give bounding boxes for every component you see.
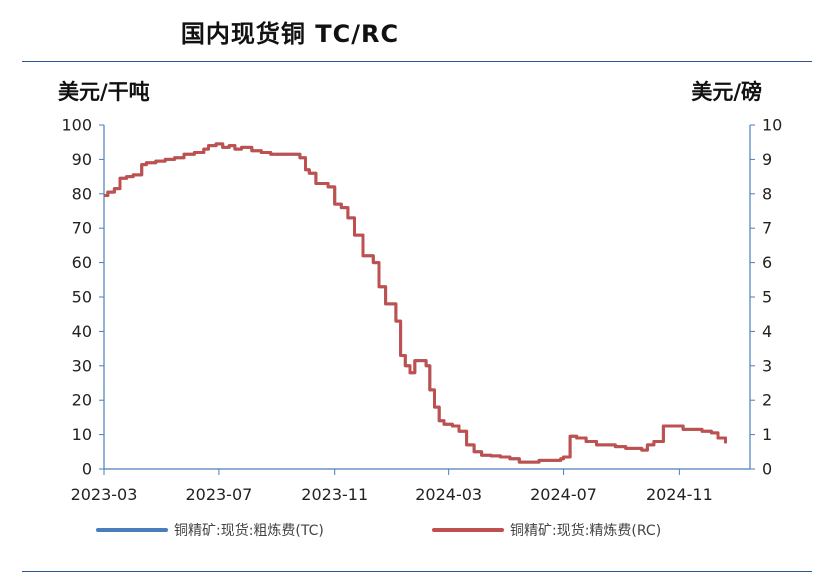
- legend-item-tc: 铜精矿:现货:粗炼费(TC): [96, 520, 324, 540]
- right-y-tick-label: 5: [762, 288, 772, 307]
- left-y-tick-label: 100: [61, 116, 92, 135]
- left-y-tick-label: 80: [72, 184, 92, 203]
- legend: 铜精矿:现货:粗炼费(TC) 铜精矿:现货:精炼费(RC): [0, 520, 830, 550]
- legend-item-rc: 铜精矿:现货:精炼费(RC): [432, 520, 661, 540]
- left-y-tick-label: 70: [72, 219, 92, 238]
- right-y-tick-label: 7: [762, 219, 772, 238]
- legend-swatch-tc: [96, 528, 168, 532]
- left-y-tick-label: 20: [72, 391, 92, 410]
- x-tick-label: 2023-07: [185, 485, 252, 504]
- x-tick-label: 2023-11: [301, 485, 368, 504]
- right-axis-unit: 美元/磅: [691, 80, 762, 104]
- right-y-tick-label: 8: [762, 184, 772, 203]
- right-y-tick-label: 10: [762, 116, 782, 135]
- right-y-tick-label: 1: [762, 425, 772, 444]
- legend-label-rc: 铜精矿:现货:精炼费(RC): [510, 523, 662, 539]
- left-y-tick-label: 30: [72, 356, 92, 375]
- right-y-tick-label: 2: [762, 391, 772, 410]
- bottom-divider: [22, 571, 812, 572]
- tc-rc-line-chart: 10090807060504030201001098765432102023-0…: [61, 116, 782, 505]
- x-tick-label: 2024-07: [530, 485, 597, 504]
- x-tick-label: 2024-03: [415, 485, 482, 504]
- left-y-tick-label: 0: [82, 460, 92, 479]
- right-y-tick-label: 9: [762, 150, 772, 169]
- x-tick-label: 2023-03: [71, 485, 138, 504]
- left-axis-unit: 美元/干吨: [58, 80, 150, 104]
- right-y-tick-label: 0: [762, 460, 772, 479]
- left-y-tick-label: 60: [72, 253, 92, 272]
- series-line-rc: [104, 142, 727, 464]
- left-y-tick-label: 90: [72, 150, 92, 169]
- legend-label-tc: 铜精矿:现货:粗炼费(TC): [174, 523, 324, 539]
- left-y-tick-label: 40: [72, 322, 92, 341]
- right-y-tick-label: 4: [762, 322, 772, 341]
- legend-swatch-rc: [432, 528, 504, 532]
- chart-title: 国内现货铜 TC/RC: [180, 20, 400, 48]
- left-y-tick-label: 50: [72, 288, 92, 307]
- left-y-tick-label: 10: [72, 425, 92, 444]
- right-y-tick-label: 3: [762, 356, 772, 375]
- right-y-tick-label: 6: [762, 253, 772, 272]
- top-divider: [22, 61, 812, 62]
- x-tick-label: 2024-11: [646, 485, 713, 504]
- series-line-tc: [104, 142, 727, 464]
